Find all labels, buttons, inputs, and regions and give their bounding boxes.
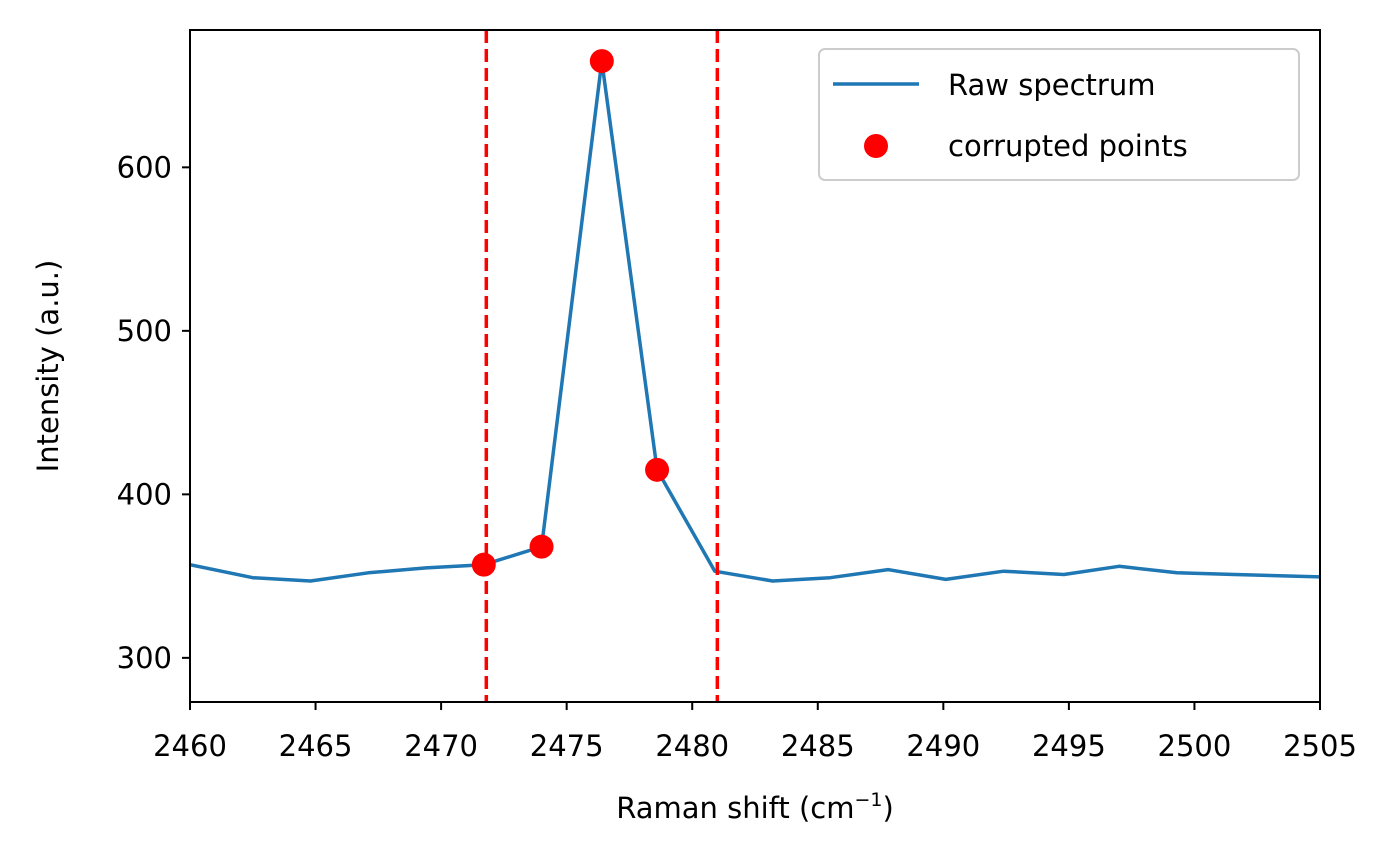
corrupted-point-4 xyxy=(645,457,670,482)
x-tick-label-2460: 2460 xyxy=(153,729,227,763)
x-tick-label-2490: 2490 xyxy=(906,729,980,763)
legend-raw-spectrum-label: Raw spectrum xyxy=(948,68,1155,102)
legend-corrupted-points-label: corrupted points xyxy=(948,129,1188,163)
x-tick-label-2495: 2495 xyxy=(1032,729,1106,763)
x-tick-label-2485: 2485 xyxy=(781,729,855,763)
x-axis-label-superscript: −1 xyxy=(854,789,882,811)
spectrum-line-0 xyxy=(190,59,1320,583)
y-axis-ticks: 300 400 500 600 xyxy=(117,150,190,675)
x-axis-label-close: ) xyxy=(882,791,893,825)
x-tick-label-2475: 2475 xyxy=(530,729,604,763)
legend-box xyxy=(818,48,1300,181)
y-tick-label-300: 300 xyxy=(117,641,172,675)
x-axis-label: Raman shift (cm−1) xyxy=(616,789,894,825)
corrupted-point-1 xyxy=(471,552,496,577)
x-axis-ticks: 2460 2465 2470 2475 2480 2485 2490 2495 2500 2505 xyxy=(153,702,1357,763)
axes-frame xyxy=(189,29,1321,703)
corrupted-point-2 xyxy=(529,534,554,559)
legend-corrupted-points-swatch xyxy=(864,134,888,158)
y-tick-label-600: 600 xyxy=(117,150,172,184)
plot-content xyxy=(190,30,1320,702)
corrupted-point-3 xyxy=(589,49,614,74)
x-tick-label-2500: 2500 xyxy=(1158,729,1232,763)
y-tick-label-500: 500 xyxy=(117,314,172,348)
x-tick-label-2470: 2470 xyxy=(404,729,478,763)
x-tick-label-2480: 2480 xyxy=(655,729,729,763)
x-tick-label-2505: 2505 xyxy=(1283,729,1357,763)
y-tick-label-400: 400 xyxy=(117,477,172,511)
x-tick-label-2465: 2465 xyxy=(279,729,353,763)
y-axis-label: Intensity (a.u.) xyxy=(31,260,65,473)
legend: Raw spectrum corrupted points xyxy=(818,48,1300,181)
